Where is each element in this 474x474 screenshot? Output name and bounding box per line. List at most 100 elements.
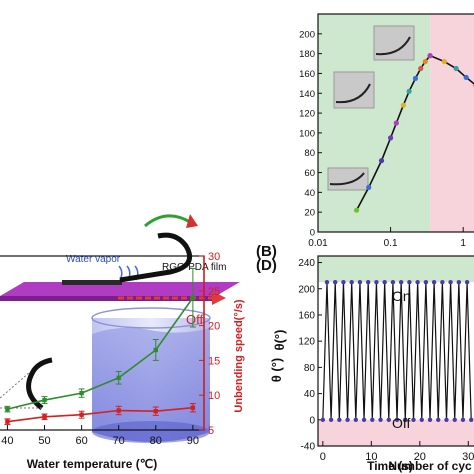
xtick-label-b: 1 [460,238,466,249]
xtick-label-c: 60 [75,435,87,447]
data-point-d [337,417,342,422]
panel-b-ylabel: θ(°) [272,330,287,351]
right-tick-label-c: 25 [208,286,220,298]
panel-c-right-ylabel: Unbending speed(°/s) [233,299,245,413]
beaker-rim [91,307,211,329]
panel-d-ylabel: θ (°) [269,358,284,383]
data-point-d [460,417,466,422]
ytick-label-b: 20 [304,208,315,219]
ytick-label-d: 80 [304,363,316,374]
data-point-b [378,158,385,164]
xtick-label-c: 80 [150,435,162,447]
right-tick-label-c: 10 [208,390,220,402]
panel-b-xlabel: Time (s) [367,459,413,473]
rotation-arrow [144,214,191,228]
data-point-d [349,280,354,285]
data-point-b [412,75,419,82]
ytick-label-d: 0 [309,415,315,426]
film-strip [62,280,122,285]
data-point-b [400,102,406,108]
data-point-c [116,408,121,413]
data-point-b [406,88,412,94]
panel-d-xlabel: Number of cyc [388,459,472,473]
release-point-b [463,74,469,81]
data-point-d [419,417,424,422]
xtick-label-c: 40 [1,435,13,447]
data-point-d [386,417,391,422]
panel-b-frame [317,13,474,233]
data-point-d [440,280,445,285]
panel-d: (D) 240 200 160 120 80 40 0 -40 0 10 20 30 On Off θ… [256,255,474,473]
film-label: RGO-PDA film [162,262,226,273]
data-point-d [431,280,437,285]
ytick-label-b: 120 [299,109,315,120]
stage-plate-edge [0,296,216,301]
ytick-label-b: 140 [299,89,315,100]
data-point-c [190,295,196,300]
photo-inset-film-2 [375,36,411,56]
xtick-label-d: 30 [462,451,474,463]
vapor-label: Water vapor [66,254,121,265]
ytick-label-b: 160 [299,69,315,80]
water-body [92,327,210,442]
data-point-d [341,280,346,285]
xtick-label-c: 50 [38,435,50,447]
data-point-d [407,280,412,285]
panel-d-frame [317,255,474,447]
data-point-c [190,405,196,410]
data-point-c [116,375,121,380]
data-point-d [436,417,441,422]
data-point-d [333,280,338,285]
panel-c-plot: 5 10 15 20 25 30 40 50 60 70 80 90 [0,251,220,447]
right-tick-label-c: 30 [208,251,220,263]
rotation-arrow-head [186,214,198,228]
data-point-d [357,280,363,285]
data-point-c [79,390,84,396]
xtick-label-c: 70 [113,435,125,447]
data-point-d [444,417,449,422]
xtick-label-c: 90 [187,435,199,447]
data-point-d [427,417,433,422]
data-point-d [403,417,408,422]
data-point-d [469,417,474,422]
ytick-label-b: 80 [304,148,315,159]
photo-inset-film-1 [335,83,371,104]
panel-c: 5 10 15 20 25 30 40 50 60 70 80 90 Unbending speed(… [0,251,245,471]
ytick-label-d: -40 [301,442,316,453]
off-label: Off [186,312,203,327]
ytick-label-d: 40 [304,389,316,400]
xtick-label-b: 0.1 [384,238,398,249]
off-band [318,419,474,446]
inset-bent-film [26,357,53,411]
data-point-d [411,417,416,422]
ytick-label-b: 200 [299,29,315,40]
data-point-d [320,417,326,422]
data-point-c [42,414,47,419]
data-point-d [390,280,396,285]
data-point-c [153,409,158,414]
data-point-d [394,417,400,422]
data-point-d [324,280,330,285]
ytick-label-b: 40 [304,188,315,199]
photo-inset-film-0 [329,172,365,186]
stage-plate [0,282,240,296]
data-point-d [415,280,420,285]
data-point-c [153,347,158,353]
off-region [430,14,474,232]
off-arrow-head [212,291,226,305]
data-point-d [374,280,379,285]
release-point-b [427,53,433,59]
panel-d-off-label: Off [392,415,411,431]
panel-d-on-label: On [392,288,411,304]
panel-b-plot: 0 20 40 60 80 100 120 140 160 180 200 0.01 0.1 1 [299,13,474,249]
data-point-d [423,280,429,285]
series-line-c-1 [7,406,193,423]
data-point-d [345,417,350,422]
data-point-d [456,280,462,285]
data-point-b [366,184,372,191]
data-point-d [328,417,334,422]
data-point-b [393,120,399,126]
inset-guide-2 [0,371,31,399]
